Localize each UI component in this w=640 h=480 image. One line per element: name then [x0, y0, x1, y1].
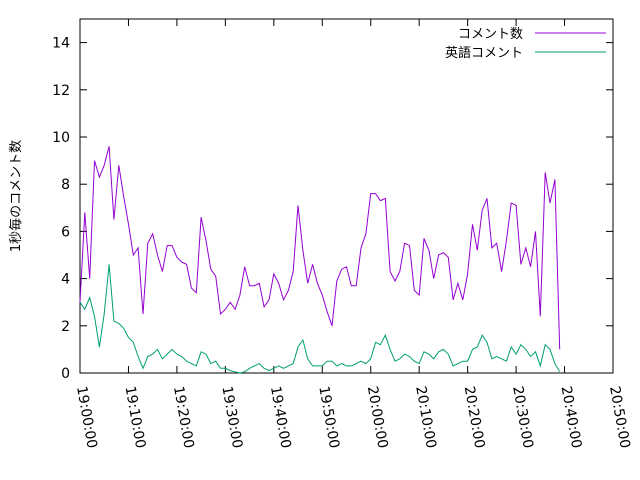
y-tick-label: 12: [52, 83, 70, 99]
y-tick-label: 8: [61, 177, 70, 193]
y-tick-label: 10: [52, 130, 70, 146]
plot-frame: [79, 18, 614, 374]
y-tick-label: 4: [61, 272, 70, 288]
y-tick-label: 0: [61, 366, 70, 382]
y-tick-label: 6: [61, 224, 70, 240]
y-axis: 0 2 4 6 8 10 12 14: [52, 36, 613, 382]
legend-label-1: コメント数: [458, 27, 523, 42]
series-line-2: [79, 264, 561, 374]
series-line-1: [79, 146, 561, 350]
series-layer: [79, 146, 561, 374]
legend-label-2: 英語コメント: [445, 45, 523, 61]
y-tick-label: 14: [52, 36, 70, 52]
y-axis-title: 1秒毎のコメント数: [8, 140, 24, 252]
y-tick-label: 2: [61, 319, 70, 335]
